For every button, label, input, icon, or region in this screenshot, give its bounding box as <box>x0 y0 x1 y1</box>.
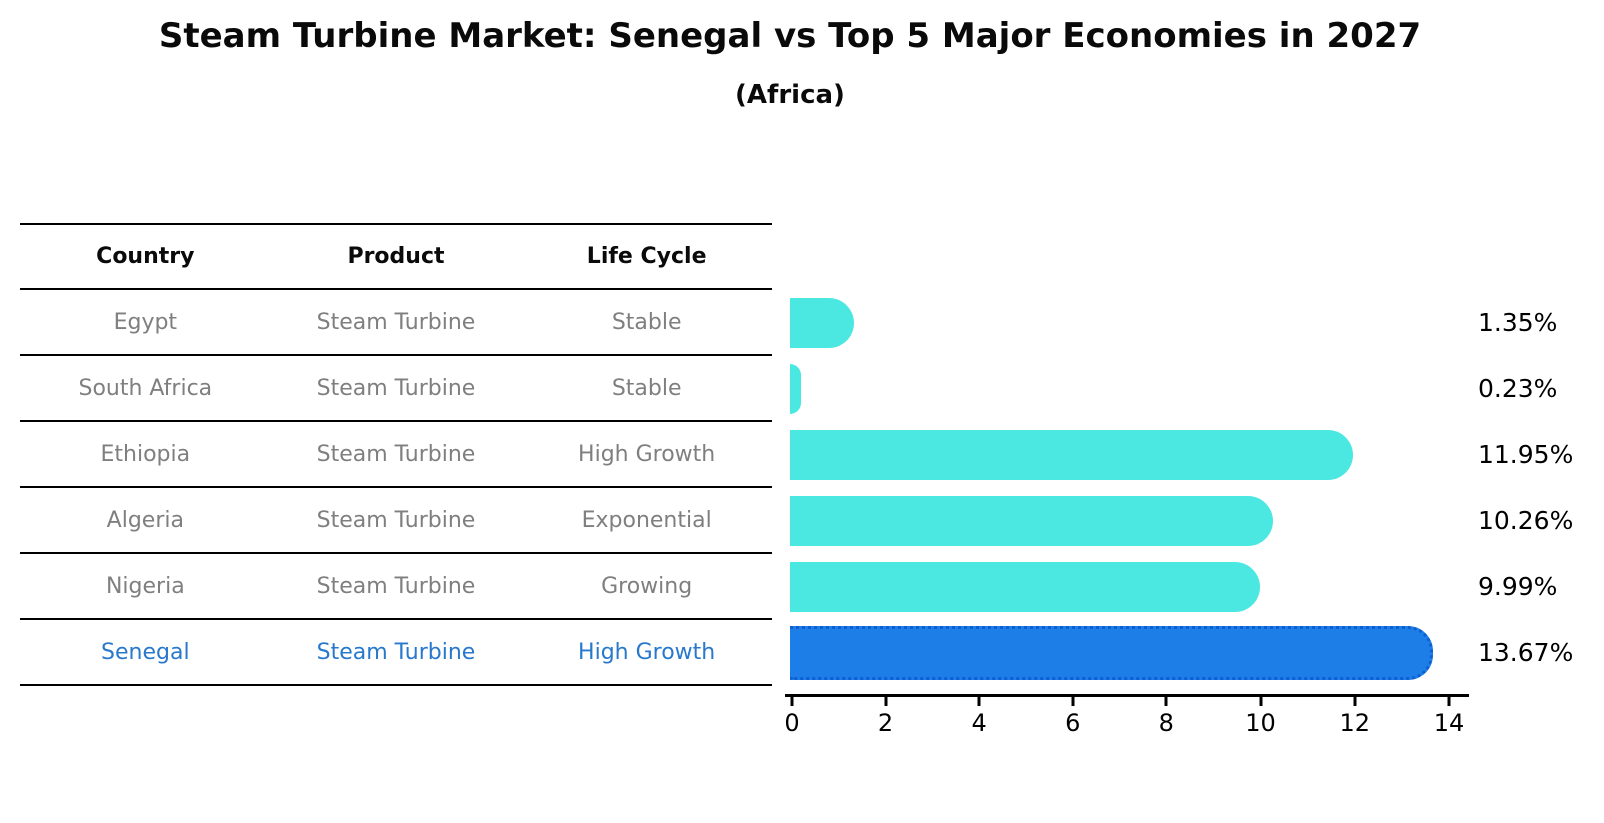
bar-row-algeria <box>790 488 1449 554</box>
col-header-life-cycle: Life Cycle <box>586 244 707 269</box>
cell-country: Ethiopia <box>100 441 191 467</box>
bar-algeria <box>790 496 1273 546</box>
cell-life-cycle: High Growth <box>578 441 716 467</box>
x-axis-tick <box>977 697 981 706</box>
table-row-egypt: Egypt Steam Turbine Stable <box>20 289 772 355</box>
value-label-senegal: 13.67% <box>1478 638 1574 667</box>
x-axis-tick <box>1164 697 1168 706</box>
table-row-senegal: Senegal Steam Turbine High Growth <box>20 619 772 685</box>
x-axis-tick <box>790 697 794 706</box>
bar-row-senegal <box>790 620 1449 686</box>
cell-life-cycle: Stable <box>611 309 682 335</box>
x-axis-tick-label: 0 <box>784 709 800 737</box>
table-row-ethiopia: Ethiopia Steam Turbine High Growth <box>20 421 772 487</box>
bar-row-ethiopia <box>790 422 1449 488</box>
cell-life-cycle: Stable <box>611 375 682 401</box>
value-label-ethiopia: 11.95% <box>1478 440 1574 469</box>
bar-row-egypt <box>790 290 1449 356</box>
x-axis-tick-label: 12 <box>1339 709 1371 737</box>
cell-life-cycle: High Growth <box>578 639 716 665</box>
bar-senegal <box>790 626 1434 680</box>
cell-life-cycle: Exponential <box>581 507 712 533</box>
value-label-egypt: 1.35% <box>1478 308 1558 337</box>
cell-country: South Africa <box>78 375 213 401</box>
cell-country: Algeria <box>106 507 184 533</box>
bar-row-south-africa <box>790 356 1449 422</box>
x-axis-tick <box>884 697 888 706</box>
cell-product: Steam Turbine <box>316 639 476 665</box>
chart-title: Steam Turbine Market: Senegal vs Top 5 M… <box>158 16 1422 56</box>
cell-country: Senegal <box>101 639 190 665</box>
cell-country: Nigeria <box>105 573 185 599</box>
table-row-nigeria: Nigeria Steam Turbine Growing <box>20 553 772 619</box>
cell-product: Steam Turbine <box>316 309 476 335</box>
col-header-country: Country <box>96 244 195 269</box>
x-axis-tick-label: 6 <box>1065 709 1081 737</box>
bar-plot-area <box>790 290 1449 686</box>
table-header-row: Country Product Life Cycle <box>20 224 772 289</box>
x-axis-tick-label: 8 <box>1158 709 1174 737</box>
bar-nigeria <box>790 562 1261 612</box>
cell-product: Steam Turbine <box>316 375 476 401</box>
cell-product: Steam Turbine <box>316 507 476 533</box>
cell-life-cycle: Growing <box>601 573 693 599</box>
cell-country: Egypt <box>113 309 178 335</box>
bar-row-nigeria <box>790 554 1449 620</box>
x-axis-tick-label: 2 <box>877 709 894 737</box>
x-axis-tick <box>1259 697 1263 706</box>
chart-subtitle: (Africa) <box>735 80 845 110</box>
bar-ethiopia <box>790 430 1353 480</box>
x-axis-line <box>785 694 1469 697</box>
x-axis-tick-label: 10 <box>1245 709 1276 737</box>
x-axis-tick <box>1353 697 1357 706</box>
cell-product: Steam Turbine <box>316 441 476 467</box>
cell-product: Steam Turbine <box>316 573 476 599</box>
x-axis: 0 2 4 6 8 10 12 14 <box>784 694 1469 744</box>
x-axis-tick <box>1071 697 1075 706</box>
x-axis-tick-label: 4 <box>971 709 987 737</box>
value-labels: 1.35% 0.23% 11.95% 10.26% 9.99% 13.67% <box>1478 290 1604 686</box>
table-row-south-africa: South Africa Steam Turbine Stable <box>20 355 772 421</box>
value-label-nigeria: 9.99% <box>1478 572 1558 601</box>
value-label-algeria: 10.26% <box>1478 506 1574 535</box>
col-header-product: Product <box>347 244 445 269</box>
bar-egypt <box>790 298 854 348</box>
x-axis-tick <box>1447 697 1451 706</box>
bar-south-africa <box>790 364 801 414</box>
comparison-table: Country Product Life Cycle Egypt Steam T… <box>20 223 772 686</box>
table-row-algeria: Algeria Steam Turbine Exponential <box>20 487 772 553</box>
x-axis-tick-label: 14 <box>1433 709 1465 737</box>
value-label-south-africa: 0.23% <box>1478 374 1558 403</box>
